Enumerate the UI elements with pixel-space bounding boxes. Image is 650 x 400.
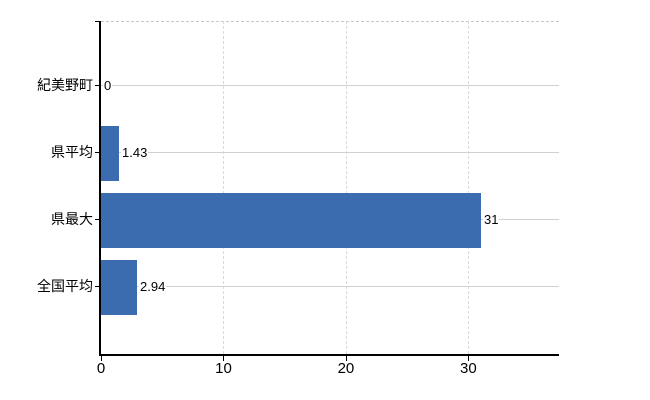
plot-area: 0 1.43 31 2.94 (101, 21, 559, 354)
x-axis-tick (101, 356, 102, 361)
y-axis-tick (95, 85, 101, 86)
bar (101, 126, 119, 181)
y-axis-line (99, 21, 101, 356)
y-axis-category-label: 県最大 (51, 211, 93, 227)
y-axis-category-label: 県平均 (51, 144, 93, 160)
bar-value-label: 2.94 (139, 279, 167, 295)
h-gridline (101, 152, 559, 153)
x-axis-tick (223, 356, 224, 361)
h-gridline (101, 286, 559, 287)
bar-value-label: 0 (103, 78, 113, 94)
x-axis-tick-label: 0 (96, 360, 106, 377)
y-axis-category-label: 紀美野町 (37, 77, 93, 93)
bar (101, 260, 137, 315)
plot-top-border (101, 21, 559, 22)
y-axis-tick (95, 286, 101, 287)
x-axis-tick-label: 20 (337, 360, 355, 377)
h-gridline (101, 85, 559, 86)
v-gridline (345, 21, 347, 354)
bar (101, 193, 481, 248)
v-gridline (468, 21, 470, 354)
y-axis-tick (95, 21, 101, 22)
x-axis-tick (346, 356, 347, 361)
x-axis-tick (468, 356, 469, 361)
x-axis-tick-label: 30 (460, 360, 477, 377)
y-axis-category-label: 全国平均 (37, 278, 93, 294)
bar-value-label: 1.43 (121, 145, 149, 161)
y-axis-tick (95, 219, 101, 220)
bar-value-label: 31 (483, 212, 500, 228)
x-axis-tick-label: 10 (215, 360, 232, 377)
x-axis-line (99, 354, 559, 356)
y-axis-tick (95, 152, 101, 153)
v-gridline (223, 21, 225, 354)
